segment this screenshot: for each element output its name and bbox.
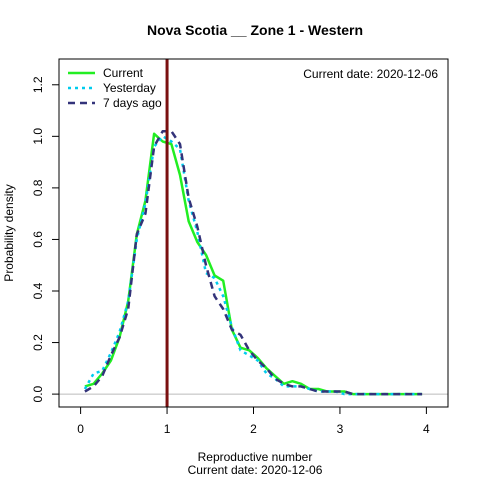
x-tick-label: 2 xyxy=(250,422,257,436)
x-axis-sublabel: Current date: 2020-12-06 xyxy=(188,463,323,477)
x-tick-label: 4 xyxy=(423,422,430,436)
x-tick-label: 1 xyxy=(164,422,171,436)
series-line-3 xyxy=(84,129,423,396)
y-tick-label: 0.0 xyxy=(31,385,45,402)
y-tick-label: 0.8 xyxy=(31,179,45,196)
y-axis-label: Probability density xyxy=(2,184,16,281)
y-tick-label: 0.6 xyxy=(31,231,45,248)
legend-label-2: Yesterday xyxy=(103,81,156,95)
y-tick-label: 1.2 xyxy=(31,76,45,93)
x-tick-label: 0 xyxy=(77,422,84,436)
y-tick-label: 0.2 xyxy=(31,334,45,351)
annotation-current-date: Current date: 2020-12-06 xyxy=(303,67,438,81)
chart-title: Nova Scotia __ Zone 1 - Western xyxy=(147,22,363,38)
legend-label-3: 7 days ago xyxy=(103,96,162,110)
y-tick-label: 0.4 xyxy=(31,282,45,299)
y-tick-label: 1.0 xyxy=(31,128,45,145)
x-axis-label: Reproductive number xyxy=(198,450,313,464)
x-tick-label: 3 xyxy=(337,422,344,436)
legend-label-1: Current xyxy=(103,66,144,80)
